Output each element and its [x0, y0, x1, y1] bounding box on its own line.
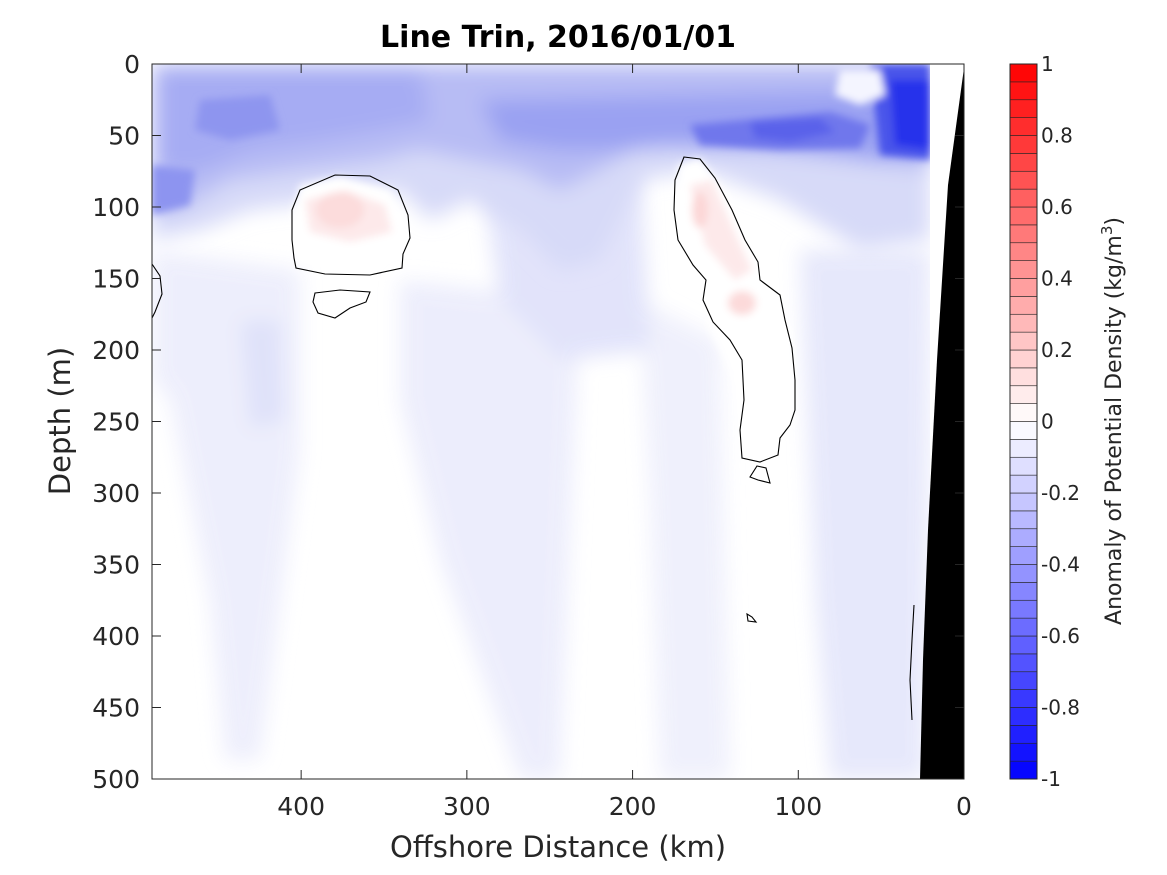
- colorbar-swatch: [1009, 564, 1038, 583]
- colorbar-swatch: [1009, 528, 1038, 547]
- bathymetry-area: [920, 64, 964, 779]
- y-tick-label: 50: [108, 122, 140, 151]
- colorbar-swatch: [1009, 260, 1038, 279]
- x-tick-label: 400: [277, 792, 325, 821]
- x-tick-label: 300: [443, 792, 491, 821]
- colorbar-swatch: [1009, 617, 1038, 637]
- colorbar-swatch: [1009, 474, 1038, 494]
- contour-line: [746, 612, 758, 623]
- colorbar-tick-label: -0.2: [1041, 481, 1080, 505]
- y-tick-label: 400: [92, 622, 140, 651]
- colorbar-swatch: [1009, 135, 1038, 154]
- colorbar-swatch: [1009, 206, 1038, 226]
- contour-line: [291, 174, 411, 276]
- colorbar-swatch: [1009, 635, 1038, 655]
- colorbar-swatch: [1009, 599, 1038, 619]
- colorbar-swatch: [1009, 331, 1038, 351]
- colorbar-swatch: [1009, 296, 1038, 315]
- colorbar-tick-label: 0.4: [1041, 267, 1073, 291]
- colorbar-swatch: [1009, 313, 1038, 333]
- colorbar-swatch: [1009, 349, 1038, 369]
- colorbar-swatch: [1009, 63, 1038, 83]
- positive-anomaly-blobs: [292, 158, 795, 460]
- y-axis: 0 50 100 150 200 250 300 350 400 450 500: [92, 50, 964, 794]
- y-tick-label: 100: [92, 193, 140, 222]
- colorbar-tick-label: 0.6: [1041, 195, 1073, 219]
- colorbar-swatch: [1009, 653, 1038, 673]
- colorbar-swatch: [1009, 760, 1038, 780]
- x-axis-label: Offshore Distance (km): [390, 830, 726, 864]
- colorbar-swatch: [1009, 153, 1038, 172]
- colorbar-swatch: [1009, 439, 1038, 458]
- colorbar-swatch: [1009, 707, 1038, 726]
- colorbar: [1009, 63, 1038, 780]
- colorbar-swatch: [1009, 689, 1038, 708]
- chart-title: Line Trin, 2016/01/01: [380, 20, 736, 55]
- colorbar-tick-label: 0.2: [1041, 338, 1073, 362]
- y-tick-label: 500: [92, 765, 140, 794]
- contour-line: [749, 465, 771, 484]
- colorbar-tick-label: -1: [1041, 767, 1061, 791]
- colorbar-label-superscript: 3: [1098, 226, 1116, 236]
- colorbar-tick-label: 1: [1041, 52, 1054, 76]
- y-tick-label: 200: [92, 336, 140, 365]
- colorbar-tick-label: 0.8: [1041, 124, 1073, 148]
- y-tick-label: 0: [124, 50, 140, 79]
- colorbar-swatch: [1009, 188, 1038, 208]
- colorbar-swatch: [1009, 242, 1038, 261]
- colorbar-swatch: [1009, 224, 1038, 244]
- y-tick-label: 150: [92, 265, 140, 294]
- x-tick-label: 200: [609, 792, 657, 821]
- colorbar-swatch: [1009, 81, 1038, 101]
- colorbar-swatch: [1009, 385, 1038, 404]
- colorbar-swatch: [1009, 582, 1038, 601]
- colorbar-swatch: [1009, 117, 1038, 136]
- y-tick-label: 350: [92, 551, 140, 580]
- bathymetry-shape: [920, 68, 964, 779]
- colorbar-tick-label: 0: [1041, 410, 1054, 434]
- colorbar-swatch: [1009, 510, 1038, 530]
- colorbar-swatch: [1009, 725, 1038, 744]
- colorbar-label-text: Anomaly of Potential Density (kg/m: [1102, 235, 1127, 625]
- y-axis-label: Depth (m): [43, 347, 77, 495]
- colorbar-label-suffix: ): [1102, 217, 1127, 226]
- y-tick-label: 300: [92, 479, 140, 508]
- colorbar-swatch: [1009, 456, 1038, 476]
- colorbar-swatch: [1009, 492, 1038, 512]
- y-tick-label: 450: [92, 694, 140, 723]
- colorbar-tick-label: -0.6: [1041, 624, 1080, 648]
- zero-contours: [152, 156, 915, 721]
- colorbar-swatch: [1009, 99, 1038, 118]
- contour-line: [312, 289, 371, 319]
- colorbar-swatch: [1009, 671, 1038, 690]
- x-tick-label: 100: [774, 792, 822, 821]
- colorbar-tick-label: -0.4: [1041, 553, 1080, 577]
- colorbar-tick-label: -0.8: [1041, 696, 1080, 720]
- anomaly-field-core: [152, 64, 930, 215]
- contour-line: [152, 263, 163, 319]
- x-axis: 400 300 200 100 0: [277, 64, 972, 821]
- colorbar-swatch: [1009, 278, 1038, 297]
- colorbar-swatch: [1009, 367, 1038, 387]
- colorbar-frame: [1009, 63, 1038, 780]
- colorbar-swatch: [1009, 403, 1038, 422]
- colorbar-ticks: 1 0.8 0.6 0.4 0.2 0 -0.2 -0.4 -0.6 -0.8 -1: [1041, 52, 1080, 791]
- colorbar-swatch: [1009, 170, 1038, 190]
- y-tick-label: 250: [92, 408, 140, 437]
- colorbar-swatch: [1009, 546, 1038, 565]
- contour-line: [673, 156, 796, 463]
- colorbar-swatch: [1009, 742, 1038, 762]
- colorbar-swatch: [1009, 421, 1038, 440]
- contour-line: [909, 604, 915, 721]
- plot-area: [152, 64, 964, 779]
- x-tick-label: 0: [956, 792, 972, 821]
- anomaly-field-surface: [152, 64, 930, 270]
- colorbar-label: Anomaly of Potential Density (kg/m3): [1098, 217, 1127, 625]
